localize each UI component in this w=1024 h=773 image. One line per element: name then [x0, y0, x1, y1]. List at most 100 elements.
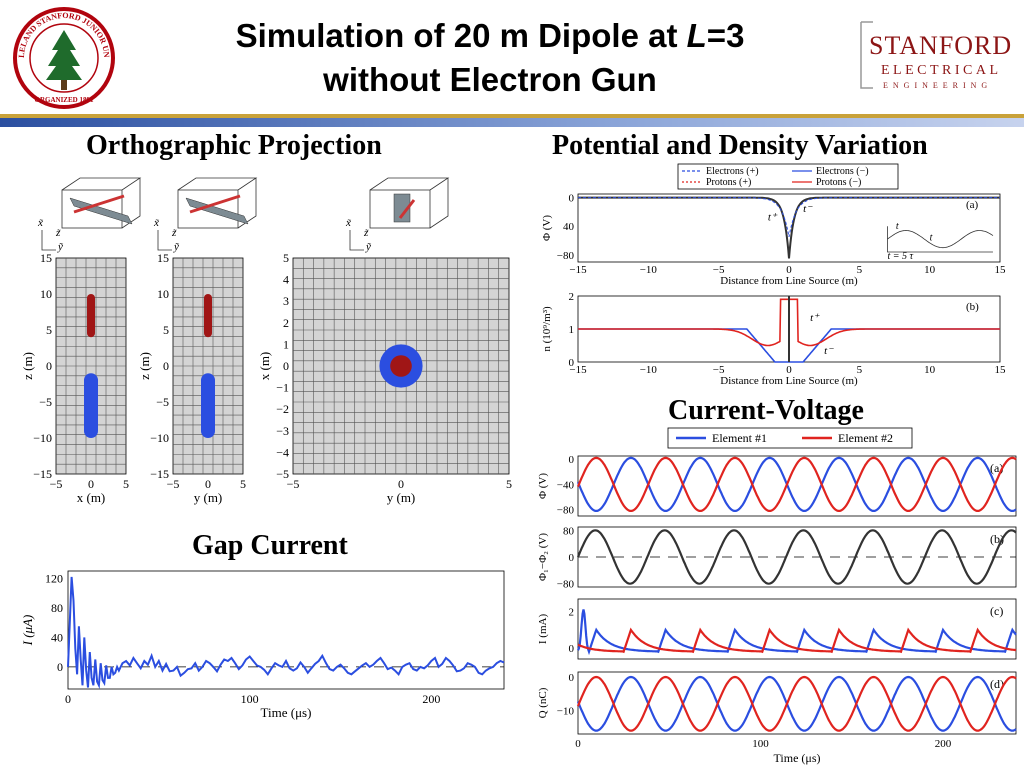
cube-front — [61, 189, 123, 229]
cube-axis-lines — [157, 230, 172, 251]
y-tick-label: −80 — [557, 579, 575, 591]
y-axis-label: I (μA) — [20, 615, 35, 647]
x-tick-label: 0 — [786, 364, 792, 376]
x-axis-label: Distance from Line Source (m) — [720, 275, 858, 287]
x-axis-label: Distance from Line Source (m) — [720, 375, 858, 387]
gap-current-line — [67, 576, 505, 690]
cube-axis-x: x̃ — [153, 217, 160, 229]
y-tick-label: 80 — [51, 601, 63, 615]
cube-axis-z: z̃ — [363, 227, 369, 239]
header-rule-blue — [0, 118, 1024, 127]
inset-label: t = 5 τ — [887, 251, 913, 262]
cube-dipole — [398, 199, 416, 219]
x-tick-label: −5 — [167, 477, 180, 491]
y-axis-label: n (10⁹/m³) — [541, 306, 553, 352]
x-tick-label: 5 — [123, 477, 129, 491]
legend-label: Electrons (+) — [706, 166, 759, 177]
x-tick-label: 15 — [995, 264, 1007, 276]
y-tick-label: −10 — [150, 431, 169, 445]
panel-tag: (a) — [966, 199, 979, 211]
title-eq: =3 — [706, 17, 745, 54]
y-tick-label: −80 — [557, 505, 575, 517]
iv-panel-c: 2 0 I (mA) (c) — [537, 598, 1017, 660]
stanford-ee-logo: STANFORD ELECTRICAL ENGINEERING — [855, 18, 1015, 101]
x-tick-label: 0 — [786, 264, 792, 276]
x-tick-label: 0 — [205, 477, 211, 491]
x-tick-label: 5 — [857, 264, 863, 276]
y-tick-label: −10 — [557, 706, 575, 718]
y-tick-label: 15 — [40, 251, 52, 265]
y-axis-label: z (m) — [137, 352, 152, 380]
y-axis-label: I (mA) — [537, 614, 549, 645]
cube-back-edges — [369, 177, 450, 229]
x-tick-label: −5 — [50, 477, 63, 491]
x-tick-label: 200 — [422, 692, 440, 706]
x-tick-label: −15 — [569, 364, 587, 376]
y-tick-label: 0 — [569, 643, 575, 655]
gap-figure: 120 80 40 0 0 100 200 Time (μs) I (μA) — [20, 563, 520, 738]
y-tick-label: 0 — [46, 359, 52, 373]
y-tick-label: 10 — [157, 287, 169, 301]
blue-electron-cloud — [84, 373, 98, 438]
iv-series-1 — [576, 529, 1017, 585]
cube-back-edges — [61, 177, 142, 229]
iv-series-1 — [577, 609, 1017, 656]
y-tick-label: −10 — [33, 431, 52, 445]
blue-electron-cloud — [201, 373, 215, 438]
cube-axis-x: x̃ — [345, 217, 352, 229]
y-axis-label: z (m) — [20, 352, 35, 380]
y-tick-label: 0 — [569, 672, 575, 684]
iv-legend: Element #1 Element #2 — [667, 427, 913, 449]
y-axis-label: Φ (V) — [537, 473, 549, 499]
panel-tag: (d) — [990, 677, 1004, 691]
page-title: Simulation of 20 m Dipole at L=3 without… — [140, 14, 840, 102]
y-tick-label: 5 — [163, 323, 169, 337]
stanford-seal-logo: LELAND STANFORD JUNIOR UNIV. ORGANIZED 1… — [8, 0, 118, 115]
label-tplus: t⁺ — [810, 312, 820, 324]
potential-legend: Electrons (+) Electrons (−) Protons (+) Pro… — [677, 163, 899, 190]
gap-svg: 120 80 40 0 0 100 200 Time (μs) I (μA) — [20, 570, 505, 720]
y-tick-label: 0 — [283, 359, 289, 373]
y-tick-label: 2 — [283, 316, 289, 330]
y-tick-label: −4 — [276, 445, 289, 459]
cube-dipole — [73, 194, 125, 214]
cube-axis-z: z̃ — [171, 227, 177, 239]
cube-axis-y: ỹ — [57, 241, 64, 253]
x-axis-label: x (m) — [77, 490, 106, 505]
y-tick-label: 1 — [283, 337, 289, 351]
iv-panel-a: 0−40−80Φ (V)(a) — [537, 454, 1017, 517]
iv-series-1 — [576, 456, 1017, 512]
cube-slice-plane — [185, 197, 249, 225]
y-tick-label: −1 — [276, 381, 289, 395]
y-tick-label: −5 — [276, 467, 289, 481]
x-tick-label: −5 — [287, 477, 300, 491]
x-axis-label: Time (μs) — [774, 751, 821, 765]
iv-series-2 — [577, 627, 1017, 654]
title-text-1: Simulation of 20 m Dipole at — [235, 17, 687, 54]
y-tick-label: 1 — [569, 324, 575, 336]
x-axis-label: y (m) — [194, 490, 223, 505]
potential-panel-a: 0 40 −80 −15 −10 −5 0 5 10 15 Distance from Line S… — [541, 193, 1006, 287]
y-tick-label: 0 — [163, 359, 169, 373]
gap-current-plot: 120 80 40 0 0 100 200 Time (μs) I (μA) — [20, 570, 505, 720]
potential-figure: Electrons (+) Electrons (−) Protons (+) Pro… — [530, 162, 1020, 399]
iv-series-2 — [576, 456, 1017, 512]
x-axis-label: Time (μs) — [261, 705, 312, 720]
x-tick-label: 100 — [752, 738, 769, 750]
red-proton-cloud — [87, 294, 95, 338]
y-tick-label: −5 — [39, 395, 52, 409]
y-tick-label: 120 — [45, 571, 63, 585]
y-tick-label: −5 — [156, 395, 169, 409]
x-tick-label: 15 — [995, 364, 1007, 376]
legend-label-1: Element #1 — [712, 431, 767, 445]
cube-axis-x: x̃ — [37, 217, 44, 229]
inset-t-plus: t — [896, 221, 899, 232]
y-tick-label: −40 — [557, 479, 575, 491]
y-tick-label: 3 — [283, 294, 289, 308]
brand-line-2: ELECTRICAL — [881, 63, 1002, 78]
y-tick-label: 5 — [283, 251, 289, 265]
label-tplus: t⁺ — [768, 211, 778, 223]
y-axis-label: x (m) — [257, 352, 272, 381]
brand-line-3: ENGINEERING — [883, 81, 992, 90]
